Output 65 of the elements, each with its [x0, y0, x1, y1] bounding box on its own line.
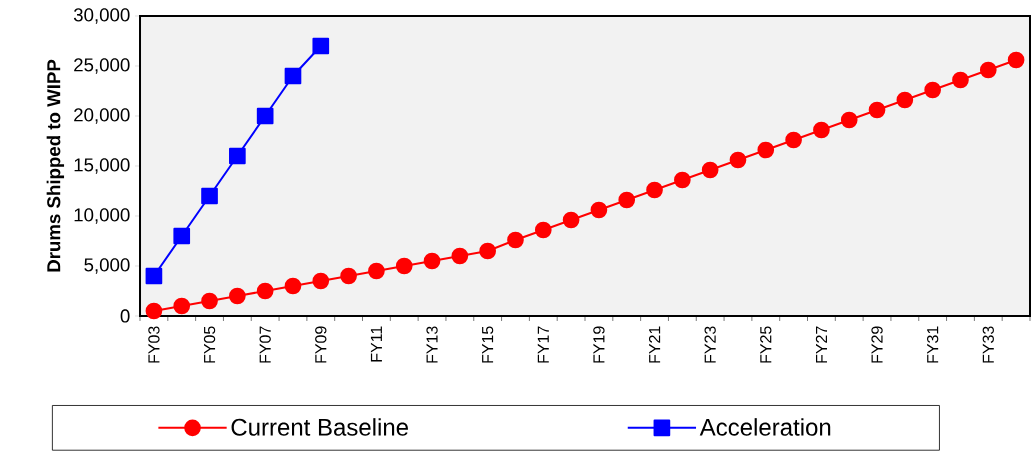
point: [284, 67, 302, 85]
point: [646, 181, 663, 199]
point: [229, 147, 246, 165]
x-tick-label: FY33: [982, 326, 994, 363]
point: [562, 211, 580, 229]
point: [924, 81, 941, 99]
y-tick-label: 5,000: [84, 258, 130, 274]
legend-label: Current Baseline: [231, 418, 408, 436]
point: [201, 292, 218, 310]
point: [479, 242, 496, 260]
point: [145, 302, 163, 320]
x-tick-label: FY21: [648, 326, 661, 363]
x-tick-label: FY15: [482, 326, 494, 363]
point: [173, 297, 191, 315]
point: [896, 91, 914, 109]
point: [534, 221, 552, 239]
point: [840, 111, 858, 129]
x-tick-label: FY25: [760, 326, 772, 363]
point: [340, 267, 357, 285]
point: [312, 272, 330, 290]
y-tick-label: 0: [120, 309, 130, 323]
point: [952, 71, 969, 89]
point: [813, 121, 830, 139]
point: [256, 107, 274, 125]
point: [618, 191, 636, 209]
point: [368, 262, 385, 280]
x-tick-label: FY23: [704, 326, 716, 363]
y-axis-title: Drums Shipped to WIPP: [46, 59, 65, 272]
point: [145, 267, 163, 285]
point: [1007, 51, 1025, 69]
x-tick-label: FY05: [203, 326, 216, 363]
point: [284, 277, 302, 295]
x-tick-label: FY29: [871, 326, 883, 363]
x-tick-label: FY31: [927, 326, 939, 363]
point: [979, 61, 997, 79]
point: [674, 171, 691, 189]
x-tick-label: FY11: [370, 326, 382, 362]
x-tick-label: FY07: [259, 326, 271, 363]
y-tick-label: 15,000: [74, 158, 130, 174]
point: [757, 141, 775, 159]
point: [423, 252, 441, 270]
y-tick-label: 30,000: [73, 8, 130, 24]
y-tick-label: 10,000: [74, 208, 130, 224]
point: [201, 187, 218, 205]
y-tick-label: 25,000: [74, 58, 130, 74]
point: [785, 131, 802, 149]
point: [312, 37, 330, 55]
x-tick-label: FY27: [815, 326, 827, 363]
x-tick-label: FY13: [426, 326, 438, 363]
x-tick-label: FY03: [148, 326, 160, 363]
point: [701, 161, 719, 179]
point: [507, 231, 524, 249]
x-tick-label: FY19: [593, 326, 605, 363]
point: [256, 282, 274, 300]
y-tick-label: 20,000: [74, 108, 130, 124]
point: [395, 257, 413, 275]
point: [729, 151, 747, 169]
legend-label: Acceleration: [699, 418, 831, 436]
x-tick-label: FY17: [537, 326, 549, 363]
point: [229, 287, 246, 305]
point: [451, 247, 469, 265]
point: [868, 101, 886, 119]
x-tick-label: FY09: [315, 326, 327, 363]
point: [173, 227, 191, 245]
point: [590, 201, 608, 219]
